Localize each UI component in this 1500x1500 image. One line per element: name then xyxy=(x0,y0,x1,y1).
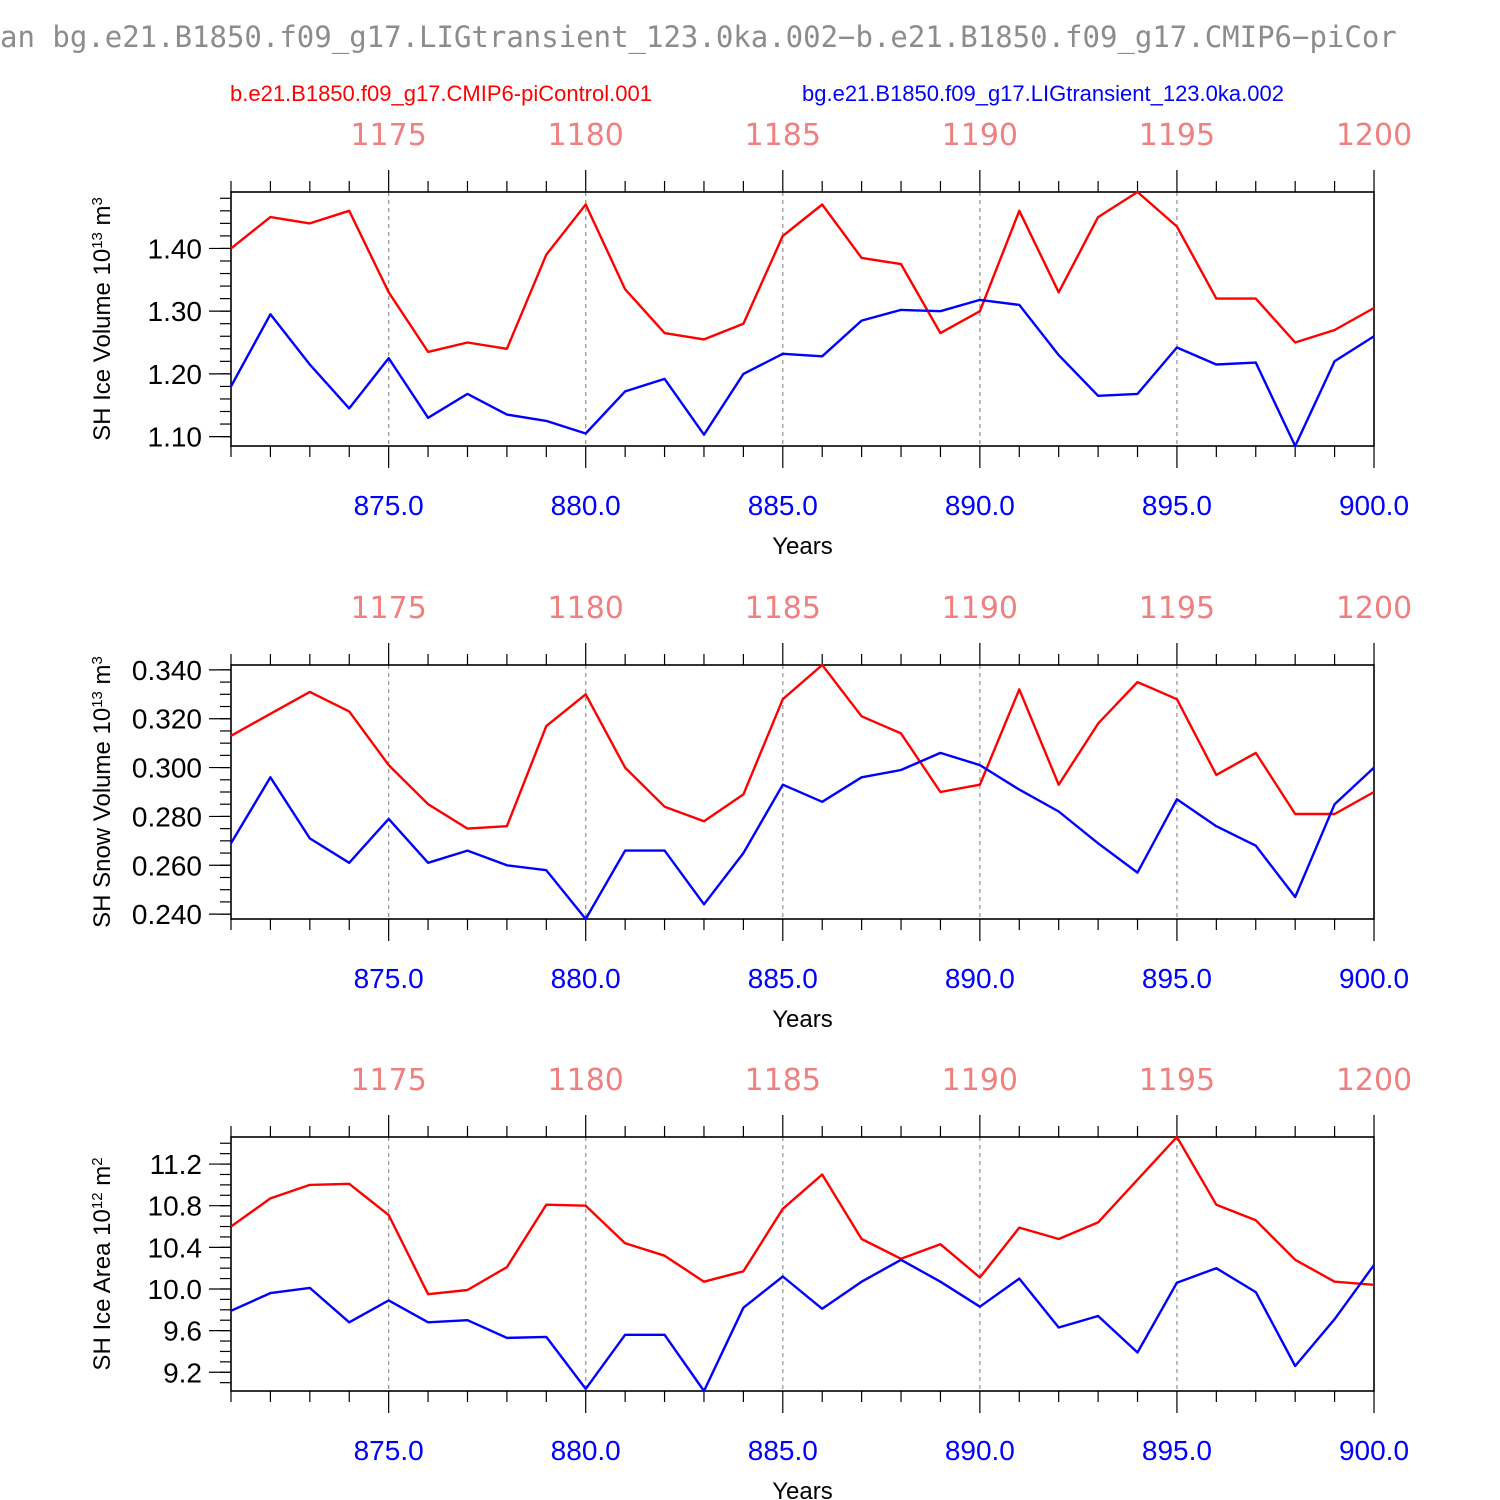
panel-3-y-tick-label: 9.2 xyxy=(163,1357,202,1388)
panel-2-top-x-tick-label: 1195 xyxy=(1139,591,1215,626)
panel-1-y-tick-label: 1.30 xyxy=(148,296,203,327)
panel-2-top-x-tick-label: 1175 xyxy=(350,591,426,626)
panel-2-x-axis-title: Years xyxy=(772,1006,833,1033)
panel-1-top-x-tick-label: 1185 xyxy=(745,118,821,153)
panel-2-x-tick-label: 885.0 xyxy=(748,963,818,994)
panel-1-top-x-tick-label: 1180 xyxy=(548,118,624,153)
panel-3-x-tick-label: 895.0 xyxy=(1142,1435,1212,1466)
panel-2-series-transient-line xyxy=(229,751,1375,921)
panel-2-top-x-tick-label: 1180 xyxy=(548,591,624,626)
panel-3-x-tick-label: 880.0 xyxy=(551,1435,621,1466)
panel-1-y-tick-label: 1.10 xyxy=(148,422,203,453)
panel-1-x-tick-label: 880.0 xyxy=(551,490,621,521)
panel-1-top-x-tick-label: 1175 xyxy=(350,118,426,153)
panel-1-top-x-tick-label: 1200 xyxy=(1336,118,1412,153)
panel-3-top-x-tick-label: 1190 xyxy=(942,1063,1018,1098)
panel-2-top-x-tick-label: 1190 xyxy=(942,591,1018,626)
panel-1-y-tick-label: 1.40 xyxy=(148,233,203,264)
panel-2-y-tick-label: 0.280 xyxy=(132,801,202,832)
panel-2-x-tick-label: 900.0 xyxy=(1339,963,1409,994)
panel-1-y-tick-label: 1.20 xyxy=(148,359,203,390)
legend-entry-transient: bg.e21.B1850.f09_g17.LIGtransient_123.0k… xyxy=(802,81,1284,106)
panel-3-x-tick-label: 875.0 xyxy=(354,1435,424,1466)
panel-1-plot-frame xyxy=(230,191,1375,447)
panel-3-x-tick-label: 885.0 xyxy=(748,1435,818,1466)
panel-2-top-x-tick-label: 1185 xyxy=(745,591,821,626)
panel-1-series-transient-line xyxy=(229,298,1375,448)
panel-2-y-tick-label: 0.260 xyxy=(132,850,202,881)
panel-3-y-tick-label: 10.0 xyxy=(148,1274,203,1305)
panel-1-series-control-line xyxy=(230,190,1375,354)
panel-2-top-x-tick-label: 1200 xyxy=(1336,591,1412,626)
panel-2-x-tick-label: 880.0 xyxy=(551,963,621,994)
panel-2-y-tick-label: 0.340 xyxy=(132,655,202,686)
panel-2-series-control-line xyxy=(230,663,1375,830)
panel-2-x-tick-label: 875.0 xyxy=(354,963,424,994)
panel-3-top-x-tick-label: 1200 xyxy=(1336,1063,1412,1098)
panel-3-y-tick-label: 11.2 xyxy=(150,1149,202,1180)
panel-1-x-tick-label: 885.0 xyxy=(748,490,818,521)
panel-3-y-tick-label: 9.6 xyxy=(163,1316,202,1347)
panel-3-y-tick-label: 10.4 xyxy=(148,1232,203,1263)
panel-1-x-tick-label: 890.0 xyxy=(945,490,1015,521)
panel-1-top-x-tick-label: 1190 xyxy=(942,118,1018,153)
panel-1-x-axis-title: Years xyxy=(772,533,833,560)
panel-2-y-tick-label: 0.320 xyxy=(132,704,202,735)
panel-3-y-tick-label: 10.8 xyxy=(148,1191,203,1222)
panel-3-top-x-tick-label: 1180 xyxy=(548,1063,624,1098)
panel-3-series-transient-line xyxy=(230,1258,1375,1393)
panel-3-top-x-tick-label: 1175 xyxy=(350,1063,426,1098)
panel-1-top-x-tick-label: 1195 xyxy=(1139,118,1215,153)
panel-3-y-axis-title: SH Ice Area 1012 m2 xyxy=(89,1157,117,1370)
panel-2-y-tick-label: 0.240 xyxy=(132,899,202,930)
chart-title: an bg.e21.B1850.f09_g17.LIGtransient_123… xyxy=(0,20,1397,55)
legend-entry-control: b.e21.B1850.f09_g17.CMIP6-piControl.001 xyxy=(230,81,652,106)
panel-1-x-tick-label: 900.0 xyxy=(1339,490,1409,521)
panel-1-x-tick-label: 875.0 xyxy=(354,490,424,521)
panel-3-x-axis-title: Years xyxy=(772,1478,833,1500)
panel-2-x-tick-label: 890.0 xyxy=(945,963,1015,994)
panel-3-plot-frame xyxy=(230,1136,1375,1392)
panel-3-x-tick-label: 900.0 xyxy=(1339,1435,1409,1466)
panel-3-x-tick-label: 890.0 xyxy=(945,1435,1015,1466)
panel-2-y-tick-label: 0.300 xyxy=(132,753,202,784)
panel-3-top-x-tick-label: 1195 xyxy=(1139,1063,1215,1098)
panel-2-x-tick-label: 895.0 xyxy=(1142,963,1212,994)
panel-1-x-tick-label: 895.0 xyxy=(1142,490,1212,521)
panel-1-y-axis-title: SH Ice Volume 1013 m3 xyxy=(89,197,117,441)
panel-3-series-control-line xyxy=(230,1135,1375,1296)
panel-2-y-axis-title: SH Snow Volume 1013 m3 xyxy=(89,656,117,928)
panel-3-top-x-tick-label: 1185 xyxy=(745,1063,821,1098)
